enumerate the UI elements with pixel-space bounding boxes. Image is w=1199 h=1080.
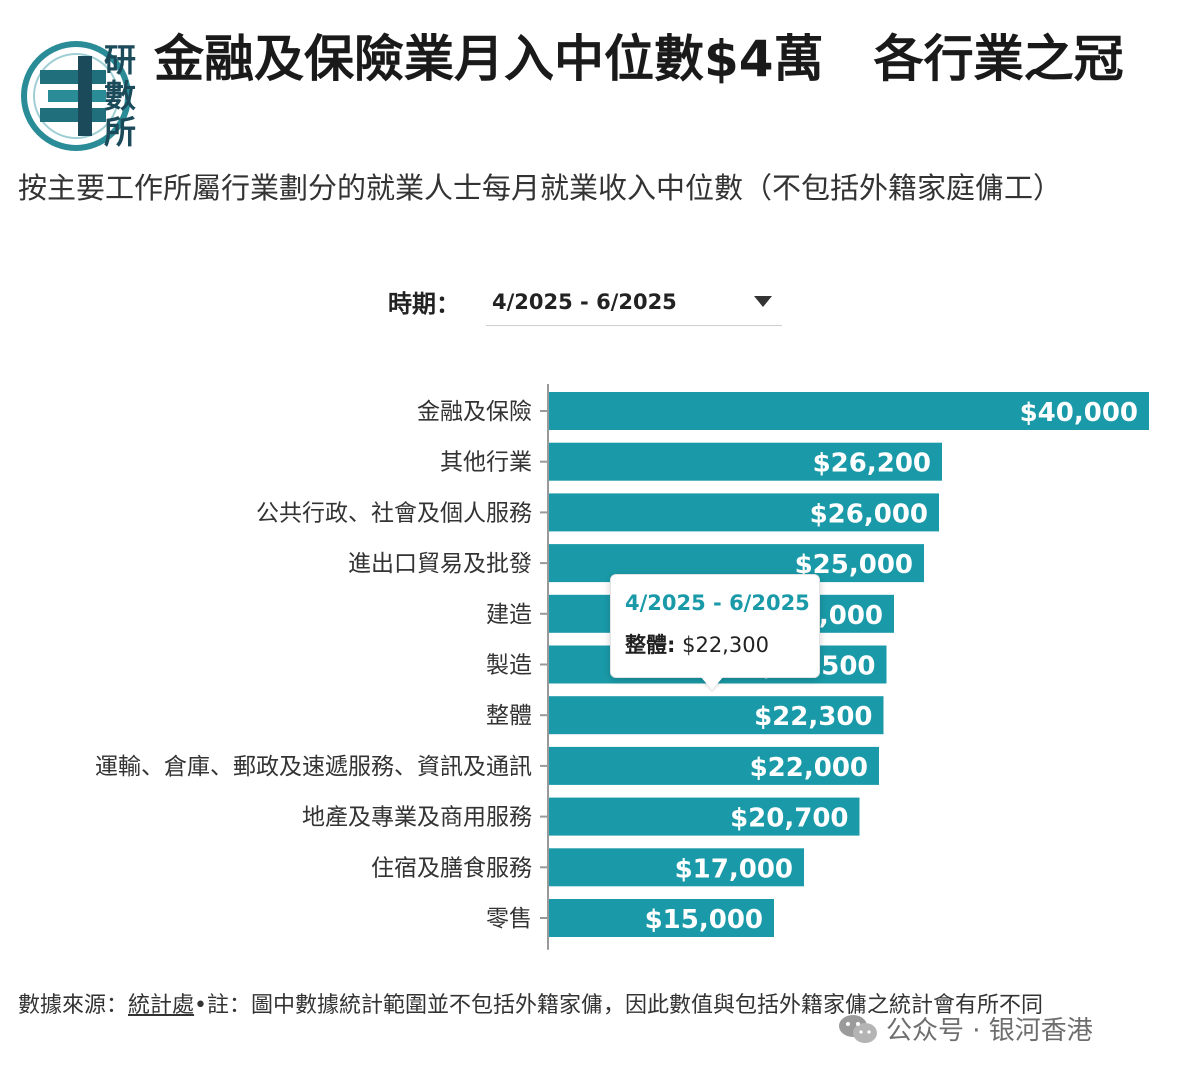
wechat-icon [839,1014,877,1043]
period-selected-value: 4/2025 - 6/2025 [492,290,677,314]
period-label: 時期： [388,290,460,318]
category-label: 進出口貿易及批發 [348,551,532,577]
bar-value-label: $20,700 [730,804,848,834]
bar[interactable] [549,392,1149,430]
tooltip-value-line: 整體: $22,300 [625,629,769,659]
tooltip-value: $22,300 [682,633,769,657]
chart-subtitle: 按主要工作所屬行業劃分的就業人士每月就業收入中位數（不包括外籍家庭傭工） [18,171,1063,205]
logo-text: 研數所 [103,41,136,151]
logo-emblem-icon [21,41,131,151]
bar[interactable] [549,442,942,481]
source-label: 數據來源： [18,993,129,1018]
tooltip-period: 4/2025 - 6/2025 [625,591,810,615]
category-label: 製造 [486,653,532,679]
note-text: •註：圖中數據統計範圍並不包括外籍家傭，因此數值與包括外籍家傭之統計會有所不同 [194,993,1044,1018]
bar-value-label: $22,300 [754,702,872,732]
bar[interactable] [549,746,879,785]
tooltip-category: 整體 [625,633,667,657]
tooltip-separator: : [667,633,676,657]
triangle-down-icon[interactable] [754,296,772,308]
bar-value-label: $26,200 [813,449,931,479]
category-label: 運輸、倉庫、郵政及速遞服務、資訊及通訊 [95,754,532,780]
bar-value-label: $22,000 [750,753,868,783]
bar[interactable] [549,797,860,836]
footer-note: 數據來源：統計處•註：圖中數據統計範圍並不包括外籍家傭，因此數值與包括外籍家傭之… [18,988,1168,1024]
chart-tooltip: 4/2025 - 6/2025 整體: $22,300 [610,574,820,678]
category-label: 建造 [486,602,532,628]
watermark: 公众号 · 银河香港 [838,1010,1093,1047]
category-label: 住宿及膳食服務 [371,855,532,881]
bar-chart: 金融及保險 $40,000 其他行業 $26,200 公共行政、社會及個人服務 $26,0… [95,384,1149,950]
bar-value-label: $15,000 [645,905,763,935]
category-label: 金融及保險 [417,399,532,425]
bar-value-label: $17,000 [675,854,793,884]
bar-value-label: $40,000 [1020,398,1138,428]
category-label: 地產及專業及商用服務 [302,805,532,831]
category-label: 其他行業 [440,450,532,476]
period-dropdown[interactable]: 4/2025 - 6/2025 [486,280,782,326]
bar[interactable] [549,899,774,937]
bar[interactable] [549,848,804,887]
category-label: 整體 [486,703,532,729]
source-link[interactable]: 統計處 [128,993,195,1018]
bar-value-label: $26,000 [810,499,928,529]
bar[interactable] [549,696,884,735]
category-label: 公共行政、社會及個人服務 [256,500,532,526]
tooltip-arrow [700,676,724,690]
watermark-text: 公众号 · 银河香港 [886,1016,1093,1046]
bar[interactable] [549,493,939,532]
page-title: 金融及保險業月入中位數$4萬 各行業之冠 [154,30,1124,88]
category-label: 零售 [486,906,532,932]
